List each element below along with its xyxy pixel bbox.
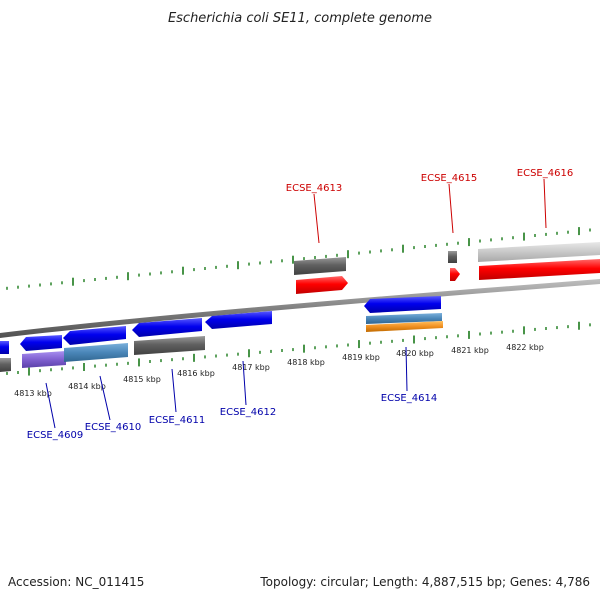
label-leaders <box>45 178 547 429</box>
leader-4614 <box>405 346 408 392</box>
genome-backbone <box>0 279 600 338</box>
gene-label-4614[interactable]: ECSE_4614 <box>381 393 437 404</box>
gene-label-4612[interactable]: ECSE_4612 <box>220 407 276 418</box>
map-title: Escherichia coli SE11, complete genome <box>168 11 432 26</box>
tick-label: 4819 kbp <box>342 353 380 362</box>
gene-label-4610[interactable]: ECSE_4610 <box>85 422 141 433</box>
accession-text: Accession: NC_011415 <box>8 575 144 589</box>
cds-feature-4615[interactable] <box>450 268 460 281</box>
tick-label: 4816 kbp <box>177 369 215 378</box>
gene-feature-4614[interactable] <box>366 313 442 324</box>
gene-labels: ECSE_4613 ECSE_4615 ECSE_4616 ECSE_4609 … <box>27 168 573 441</box>
gene-feature-4610[interactable] <box>64 343 128 362</box>
tick-label: 4814 kbp <box>68 382 106 391</box>
leader-4611 <box>171 368 177 413</box>
gene-feature-4613[interactable] <box>294 257 346 275</box>
gene-feature-left-edge[interactable] <box>0 358 11 372</box>
tick-labels: 4813 kbp 4814 kbp 4815 kbp 4816 kbp 4817… <box>14 343 544 398</box>
cds-feature-4613[interactable] <box>296 276 348 294</box>
outer-tick-ring <box>6 227 591 290</box>
cds-feature-4616[interactable] <box>479 259 600 280</box>
leader-4615 <box>448 183 454 234</box>
tick-label: 4818 kbp <box>287 358 325 367</box>
leader-4613 <box>313 193 320 244</box>
gene-feature-4609[interactable] <box>22 351 66 368</box>
gene-label-4611[interactable]: ECSE_4611 <box>149 415 205 426</box>
forward-features <box>294 242 600 294</box>
tick-label: 4821 kbp <box>451 346 489 355</box>
tick-label: 4820 kbp <box>396 349 434 358</box>
tick-label: 4815 kbp <box>123 375 161 384</box>
tick-label: 4822 kbp <box>506 343 544 352</box>
cds-feature-left-edge[interactable] <box>0 341 9 354</box>
leader-4612 <box>242 360 247 406</box>
orange-feature-4614[interactable] <box>366 321 443 332</box>
gene-label-4616[interactable]: ECSE_4616 <box>517 168 573 179</box>
gene-label-4613[interactable]: ECSE_4613 <box>286 183 342 194</box>
cds-feature-4609[interactable] <box>20 335 62 351</box>
cds-feature-4614[interactable] <box>364 296 441 313</box>
gene-feature-4616[interactable] <box>478 242 600 262</box>
gene-feature-4615[interactable] <box>448 251 457 263</box>
genome-summary-text: Topology: circular; Length: 4,887,515 bp… <box>259 575 590 589</box>
reverse-features <box>0 296 443 372</box>
tick-label: 4817 kbp <box>232 363 270 372</box>
leader-4616 <box>543 178 547 229</box>
gene-label-4615[interactable]: ECSE_4615 <box>421 173 477 184</box>
leader-4609 <box>45 382 56 429</box>
gene-feature-4611[interactable] <box>134 336 205 355</box>
cds-feature-4610[interactable] <box>63 326 126 345</box>
cds-feature-4612[interactable] <box>205 311 272 329</box>
leader-4610 <box>99 375 111 421</box>
gene-label-4609[interactable]: ECSE_4609 <box>27 430 83 441</box>
inner-tick-ring <box>6 321 591 376</box>
cds-feature-4611[interactable] <box>132 318 202 337</box>
tick-label: 4813 kbp <box>14 389 52 398</box>
